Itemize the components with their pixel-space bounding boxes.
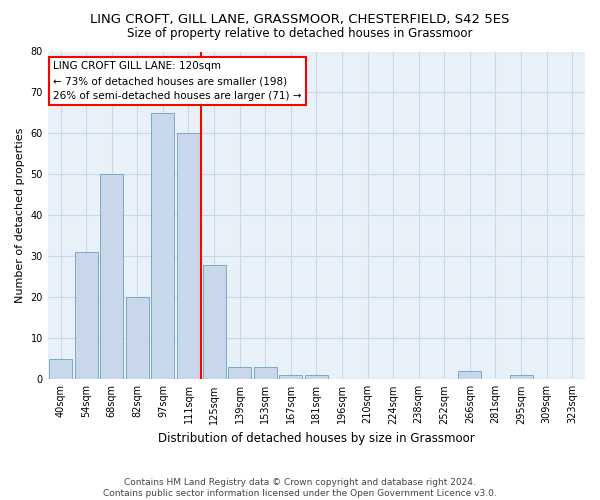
Y-axis label: Number of detached properties: Number of detached properties [15, 128, 25, 303]
Bar [458, 371, 481, 380]
Bar [74, 252, 98, 380]
Text: Contains HM Land Registry data © Crown copyright and database right 2024.
Contai: Contains HM Land Registry data © Crown c… [103, 478, 497, 498]
Bar [228, 367, 251, 380]
Bar [254, 367, 277, 380]
Bar [126, 298, 149, 380]
Text: Size of property relative to detached houses in Grassmoor: Size of property relative to detached ho… [127, 28, 473, 40]
X-axis label: Distribution of detached houses by size in Grassmoor: Distribution of detached houses by size … [158, 432, 475, 445]
Bar [100, 174, 123, 380]
Bar [305, 375, 328, 380]
Text: LING CROFT GILL LANE: 120sqm
← 73% of detached houses are smaller (198)
26% of s: LING CROFT GILL LANE: 120sqm ← 73% of de… [53, 62, 302, 101]
Bar [177, 134, 200, 380]
Bar [203, 264, 226, 380]
Bar [509, 375, 533, 380]
Text: LING CROFT, GILL LANE, GRASSMOOR, CHESTERFIELD, S42 5ES: LING CROFT, GILL LANE, GRASSMOOR, CHESTE… [91, 12, 509, 26]
Bar [49, 359, 72, 380]
Bar [151, 113, 175, 380]
Bar [280, 375, 302, 380]
